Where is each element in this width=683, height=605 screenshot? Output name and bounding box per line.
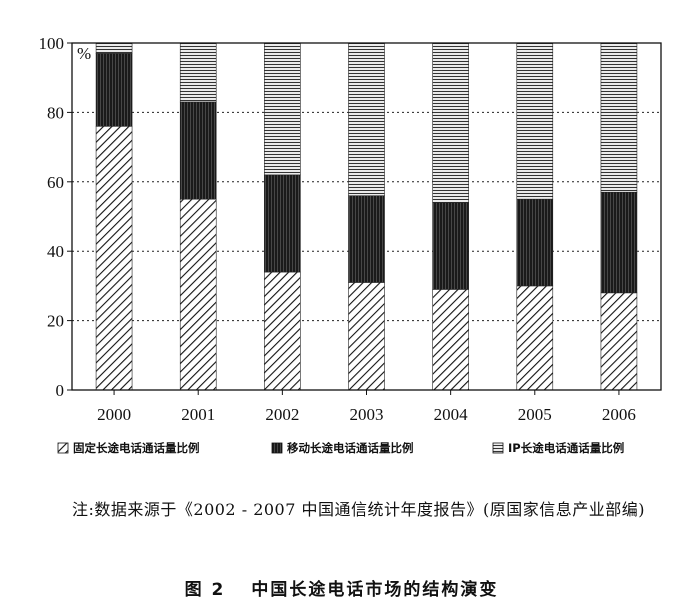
bar-2002-series-3 <box>264 42 301 176</box>
bar-2004-series-1 <box>432 289 469 391</box>
legend-swatch-1 <box>57 442 69 454</box>
x-tick-label: 2003 <box>350 405 384 424</box>
bar-2000-series-3 <box>95 42 133 54</box>
x-tick-label: 2000 <box>97 405 131 424</box>
y-tick-label: 20 <box>47 312 64 331</box>
source-note: 注:数据来源于《2002 - 2007 中国通信统计年度报告》(原国家信息产业部… <box>72 500 645 519</box>
y-tick-label: 100 <box>39 34 65 53</box>
legend-label-3: IP长途电话通话量比例 <box>508 441 624 455</box>
grid-lines <box>72 111 661 322</box>
bar-2004-series-3 <box>432 42 469 203</box>
x-tick-label: 2002 <box>265 405 299 424</box>
bar-2005-series-1 <box>516 285 554 391</box>
x-tick-label: 2005 <box>518 405 552 424</box>
bar-2000-series-2 <box>95 53 133 127</box>
figure-number: 图 2 <box>184 580 226 600</box>
legend-swatch-2 <box>271 442 283 454</box>
bar-2006-series-1 <box>600 292 638 391</box>
y-tick-label: 40 <box>47 242 64 261</box>
stacked-bar-chart: 2000 2001 2002 2003 2004 2005 2006 0 20 40 60 80 100… <box>39 34 662 455</box>
bar-2003-series-1 <box>348 282 385 391</box>
y-tick-label: 0 <box>56 381 65 400</box>
bar-2002-series-2 <box>264 174 301 273</box>
y-tick-label: 80 <box>47 103 64 122</box>
legend-swatch-3 <box>492 442 504 454</box>
legend: 固定长途电话通话量比例 移动长途电话通话量比例 IP长途电话通话量比例 <box>57 441 624 455</box>
x-tick-label: 2006 <box>602 405 636 424</box>
bar-2001-series-2 <box>179 101 217 200</box>
y-tick-label: 60 <box>47 173 64 192</box>
bar-2006-series-3 <box>600 42 638 193</box>
bars <box>95 42 638 391</box>
bar-2006-series-2 <box>600 191 638 294</box>
tick-labels: 2000 2001 2002 2003 2004 2005 2006 0 20 40 60 80 100… <box>39 34 636 424</box>
bar-2003-series-3 <box>348 42 385 196</box>
bar-2002-series-1 <box>264 271 301 391</box>
figure-caption: 图 2 中国长途电话市场的结构演变 <box>0 575 683 600</box>
legend-label-1: 固定长途电话通话量比例 <box>73 441 200 455</box>
figure-title: 中国长途电话市场的结构演变 <box>251 580 499 600</box>
legend-label-2: 移动长途电话通话量比例 <box>287 441 414 455</box>
y-unit-label: % <box>77 44 91 63</box>
bar-2003-series-2 <box>348 195 385 283</box>
bar-2005-series-3 <box>516 42 554 200</box>
bar-2004-series-2 <box>432 202 469 290</box>
bar-2000-series-1 <box>95 125 133 391</box>
bar-2005-series-2 <box>516 198 554 287</box>
axes <box>67 42 662 395</box>
x-tick-label: 2004 <box>434 405 469 424</box>
bar-2001-series-3 <box>179 42 217 103</box>
plot-frame <box>71 42 662 391</box>
bar-2001-series-1 <box>179 198 217 391</box>
x-tick-label: 2001 <box>181 405 215 424</box>
